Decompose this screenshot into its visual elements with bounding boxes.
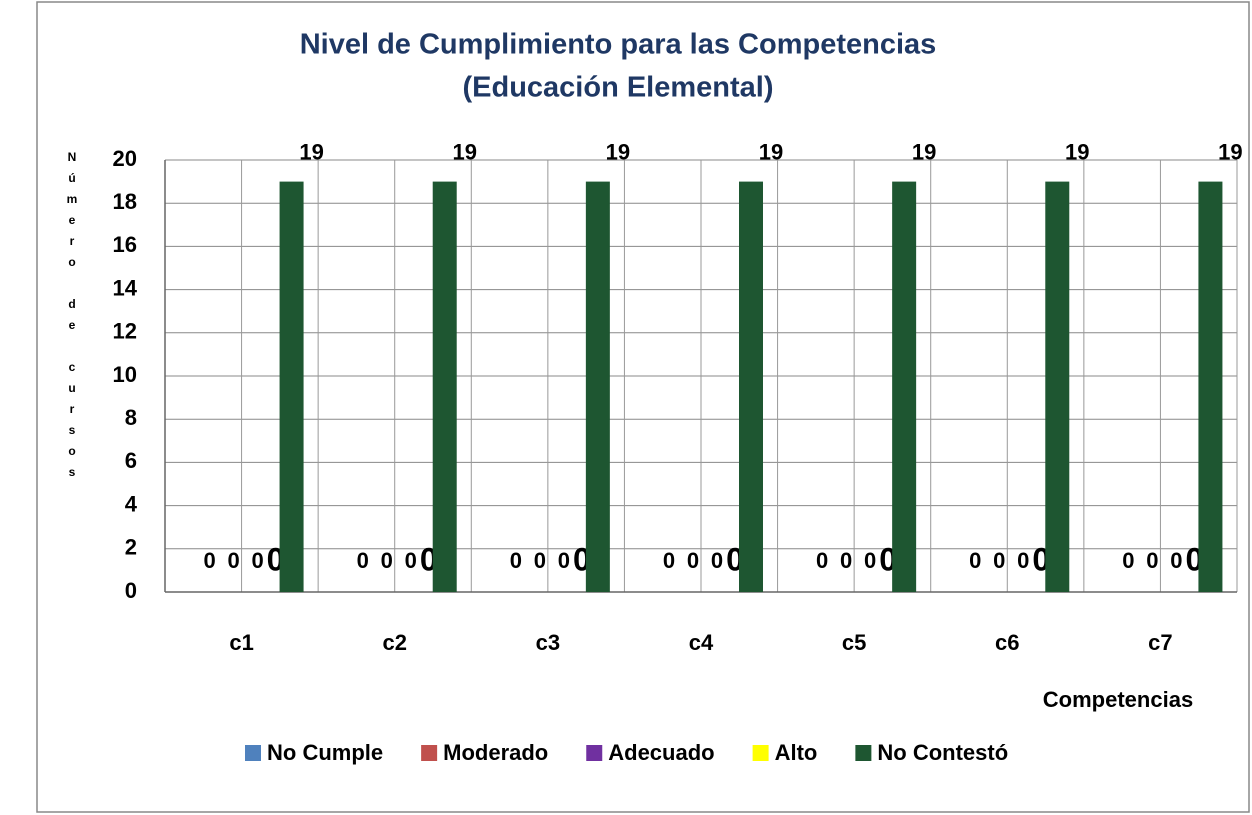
data-label: 0 [203, 548, 215, 573]
data-label: 0 [840, 548, 852, 573]
x-tick-label: c4 [689, 630, 714, 655]
bar [739, 181, 763, 592]
data-label: 19 [299, 139, 323, 164]
data-label: 0 [510, 548, 522, 573]
data-label: 0 [993, 548, 1005, 573]
data-label: 0 [405, 548, 417, 573]
data-label: 0 [687, 548, 699, 573]
x-tick-label: c3 [536, 630, 560, 655]
y-tick-label: 12 [113, 319, 137, 344]
y-tick-label: 4 [125, 491, 138, 516]
y-tick-label: 6 [125, 448, 137, 473]
data-label: 0 [1146, 548, 1158, 573]
data-label: 0 [227, 548, 239, 573]
y-tick-label: 8 [125, 405, 137, 430]
bar [279, 181, 304, 592]
x-tick-label: c1 [229, 630, 253, 655]
data-label: 0 [534, 548, 546, 573]
data-label: 0 [969, 548, 981, 573]
bar [892, 181, 917, 592]
data-label: 0 [663, 548, 675, 573]
chart-title: Nivel de Cumplimiento para las Competenc… [300, 29, 937, 61]
y-tick-label: 16 [113, 232, 137, 257]
legend-label: Alto [775, 740, 818, 765]
data-label: 19 [452, 139, 476, 164]
data-label: 0 [864, 548, 876, 573]
x-tick-label: c6 [995, 630, 1019, 655]
data-label: 0 [381, 548, 393, 573]
data-label: 19 [912, 139, 936, 164]
legend-swatch [421, 745, 438, 761]
data-label: 19 [606, 139, 630, 164]
data-label: 19 [759, 139, 783, 164]
x-tick-label: c7 [1148, 630, 1172, 655]
legend-swatch [245, 745, 261, 761]
data-label: 0 [251, 548, 263, 573]
bar [585, 181, 610, 592]
y-tick-label: 10 [113, 362, 137, 387]
y-tick-label: 20 [113, 146, 137, 171]
data-label: 0 [711, 548, 723, 573]
data-label: 0 [1170, 548, 1182, 573]
data-label: 19 [1065, 139, 1089, 164]
y-tick-label: 2 [125, 535, 137, 560]
legend-label: No Cumple [267, 740, 383, 765]
x-tick-label: c2 [382, 630, 406, 655]
legend-label: No Contestó [877, 740, 1008, 765]
data-label: 0 [1122, 548, 1134, 573]
data-label: 0 [357, 548, 369, 573]
y-tick-label: 18 [113, 189, 137, 214]
x-axis-label: Competencias [1043, 687, 1193, 712]
chart-title: (Educación Elemental) [462, 72, 773, 104]
x-tick-label: c5 [842, 630, 866, 655]
bar [432, 181, 457, 592]
bar [1045, 181, 1070, 592]
data-label: 0 [1017, 548, 1029, 573]
y-tick-label: 14 [113, 275, 138, 300]
data-label: 19 [1218, 139, 1242, 164]
y-tick-label: 0 [125, 578, 137, 603]
bar [1198, 181, 1223, 592]
data-label: 0 [558, 548, 570, 573]
legend-swatch [586, 745, 603, 761]
data-label: 0 [816, 548, 828, 573]
legend-swatch [855, 745, 872, 761]
legend-label: Adecuado [608, 740, 714, 765]
legend-label: Moderado [443, 740, 548, 765]
legend-swatch [752, 745, 769, 761]
